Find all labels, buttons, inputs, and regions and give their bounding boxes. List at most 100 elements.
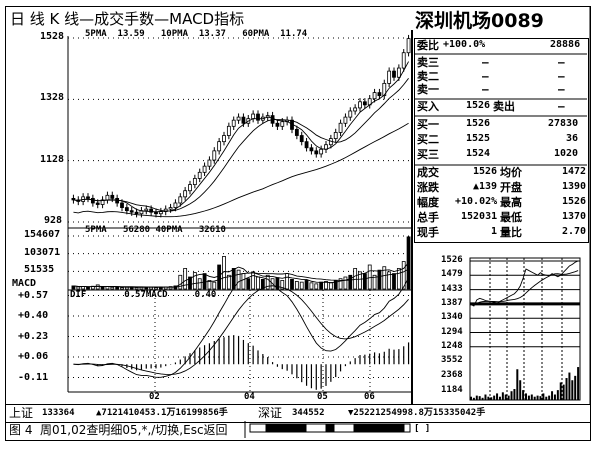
- volume-bar: [392, 273, 396, 290]
- candle: [251, 113, 256, 120]
- macd-tick: +0.06: [18, 351, 49, 362]
- candle: [192, 178, 197, 185]
- volume-bar: [168, 286, 173, 290]
- vol-ma40-label: 40PMA: [155, 225, 183, 235]
- volume-bar: [343, 276, 348, 290]
- candle: [236, 116, 241, 121]
- intraday-price-tick: 1526: [441, 255, 463, 265]
- price-tick: 1128: [40, 153, 65, 165]
- stat-value: 1370: [562, 211, 587, 222]
- stat-value: ▲139: [473, 181, 498, 192]
- macd-label: MACD: [145, 290, 168, 300]
- candle: [105, 194, 110, 201]
- vol-legend: 5PMA 56280 40PMA 32610: [85, 226, 226, 235]
- candle: [275, 122, 280, 127]
- volume-bar: [154, 287, 158, 290]
- volume-ma40-line: [73, 268, 409, 288]
- stat-value: 1390: [562, 181, 587, 192]
- macd-tick: +0.23: [18, 330, 49, 342]
- input-bracket[interactable]: [ ]: [414, 424, 431, 434]
- price-tick: 928: [44, 215, 63, 226]
- macd-tick: +0.57: [18, 289, 49, 301]
- stat-label: 成交: [417, 166, 439, 179]
- sell-price: —: [482, 56, 489, 69]
- volume-bar: [231, 268, 236, 290]
- stat-label: 现手: [417, 226, 439, 239]
- ma-legend: 5PMA 13.59 10PMA 13.37 60PMA 11.74: [85, 30, 307, 39]
- buy-level-label: 买三: [417, 148, 439, 161]
- candle: [396, 67, 401, 78]
- volume-bar: [290, 279, 294, 290]
- stat-label: 均价: [500, 166, 522, 179]
- volume-bar: [319, 281, 324, 290]
- weibi-volume: 28886: [550, 39, 581, 50]
- stat-value: +10.02%: [455, 196, 498, 207]
- chart-title: 日 线 K 线—成交手数—MACD指标: [10, 10, 245, 28]
- progress-block: [333, 423, 355, 433]
- weibi-value: +100.0%: [443, 39, 486, 50]
- stat-label: 量比: [500, 226, 522, 239]
- volume-bar: [76, 286, 81, 290]
- candle: [377, 92, 382, 97]
- candle: [358, 101, 362, 109]
- sell-out-label: 卖出: [493, 100, 515, 113]
- date-tick: 06: [364, 392, 375, 402]
- ma5-value: 13.59: [117, 29, 145, 39]
- volume-bar: [100, 286, 105, 290]
- candle: [178, 196, 183, 204]
- candle: [333, 132, 338, 139]
- volume-bar: [353, 268, 358, 290]
- sell-out-value: —: [558, 100, 565, 113]
- command-hint: 周01,02查明细05,*,/切换,Esc返回: [40, 423, 228, 437]
- sz-index: 344552: [292, 408, 325, 418]
- ma10-value: 13.37: [198, 29, 226, 39]
- candle: [401, 52, 406, 69]
- ma5-label: 5PMA: [85, 29, 107, 39]
- candle: [144, 208, 149, 212]
- volume-bar: [212, 281, 217, 290]
- candle: [372, 92, 377, 100]
- stat-value: 1: [491, 226, 498, 237]
- volume-bar: [338, 278, 343, 290]
- volume-bar: [178, 274, 183, 290]
- price-tick: 1528: [40, 31, 65, 42]
- volume-bar: [401, 261, 406, 290]
- price-tick: 1328: [40, 92, 65, 104]
- candle: [124, 207, 129, 212]
- volume-bar: [207, 280, 212, 290]
- stat-label: 开盘: [500, 181, 522, 194]
- volume-bar: [183, 268, 188, 290]
- sell-volume: —: [558, 69, 565, 83]
- candle: [134, 211, 139, 215]
- stat-value: 1472: [562, 166, 587, 177]
- buy-price: 1526: [466, 118, 491, 129]
- candle: [154, 211, 158, 215]
- stock-name-code: 深圳机场0089: [415, 10, 544, 32]
- volume-ma5-line: [73, 262, 409, 288]
- volume-bar: [226, 274, 231, 290]
- mode-label: 图 4: [9, 423, 33, 437]
- volume-bar: [256, 276, 260, 290]
- ma10-label: 10PMA: [160, 29, 188, 39]
- candle: [217, 141, 222, 152]
- stat-value: 152031: [461, 211, 498, 222]
- volume-bar: [377, 269, 382, 290]
- volume-tick: 51535: [24, 264, 55, 276]
- progress-block: [403, 423, 411, 433]
- candle: [304, 141, 309, 149]
- stat-label: 最高: [500, 196, 522, 209]
- buy-in-label: 买入: [417, 100, 439, 113]
- intraday-price-tick: 1294: [441, 326, 463, 337]
- sh-label: 上证: [9, 406, 34, 420]
- volume-bar: [246, 278, 251, 290]
- dif-line: [73, 275, 409, 378]
- candle: [197, 171, 202, 179]
- sell-price: —: [482, 83, 489, 96]
- buy-price: 1525: [466, 133, 491, 144]
- volume-bar: [236, 269, 241, 290]
- candle: [299, 135, 304, 143]
- candle: [86, 196, 90, 199]
- candle: [392, 70, 396, 78]
